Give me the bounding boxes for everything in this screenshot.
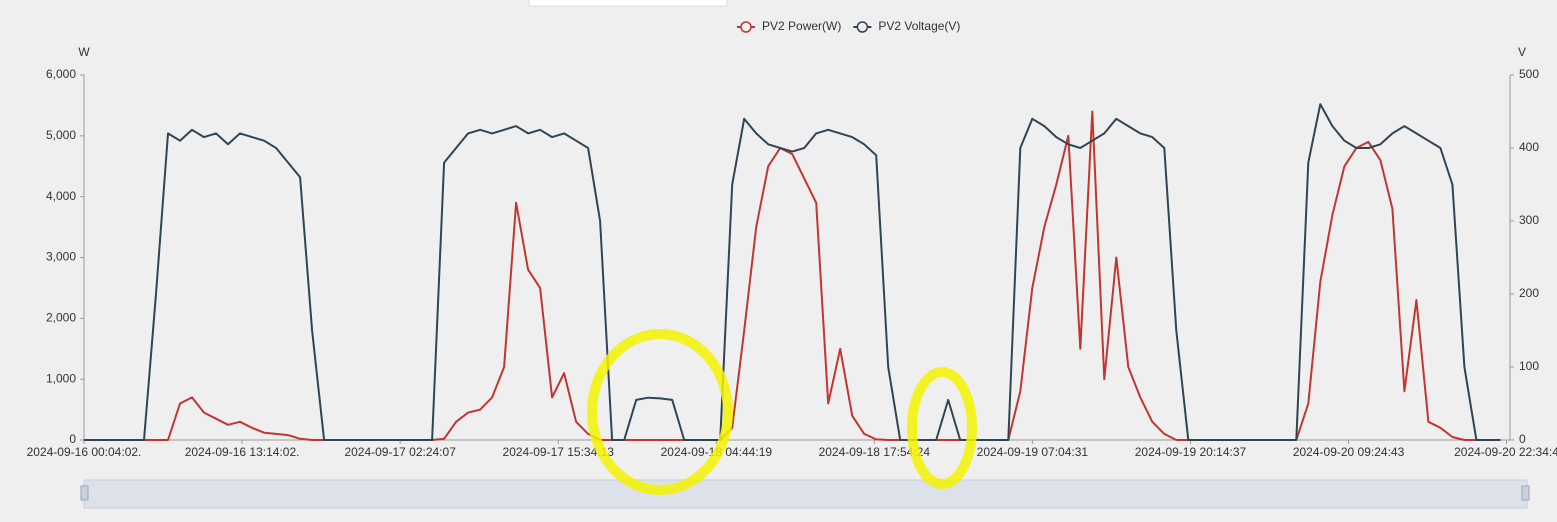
y-tick-label: 4,000 <box>46 189 76 203</box>
y2-tick-label: 100 <box>1519 359 1539 373</box>
x-tick-label: 2024-09-18 17:54:24 <box>819 445 931 459</box>
legend-label: PV2 Power(W) <box>762 19 841 33</box>
toolbar-box <box>528 0 728 7</box>
y-tick-label: 3,000 <box>46 250 76 264</box>
y2-tick-label: 200 <box>1519 286 1539 300</box>
legend-label: PV2 Voltage(V) <box>878 19 960 33</box>
x-tick-label: 2024-09-19 20:14:37 <box>1135 445 1247 459</box>
highlight-circle <box>907 367 977 489</box>
zoom-slider[interactable] <box>83 479 1528 509</box>
plot-area: 0 1,000 2,000 3,000 4,000 5,000 6,000 0 100 200 30… <box>27 67 1557 459</box>
y2-tick-label: 500 <box>1519 67 1539 81</box>
y2-tick-label: 0 <box>1519 432 1526 446</box>
y-axis-label: W <box>78 45 90 59</box>
x-tick-label: 2024-09-20 22:34:4 <box>1454 445 1557 459</box>
x-tick-label: 2024-09-17 15:34:13 <box>503 445 615 459</box>
x-tick-label: 2024-09-17 02:24:07 <box>344 445 456 459</box>
y-tick-label: 6,000 <box>46 67 76 81</box>
x-tick-label: 2024-09-19 07:04:31 <box>977 445 1089 459</box>
zoom-handle-left[interactable] <box>80 485 89 501</box>
legend-marker <box>740 21 752 33</box>
y-tick-label: 5,000 <box>46 128 76 142</box>
y2-tick-label: 300 <box>1519 213 1539 227</box>
y2-tick-label: 400 <box>1519 140 1539 154</box>
legend-item[interactable]: PV2 Power(W) <box>737 19 841 33</box>
y2-axis-label: V <box>1518 45 1526 59</box>
y-tick-label: 1,000 <box>46 371 76 385</box>
x-tick-label: 2024-09-16 13:14:02. <box>185 445 300 459</box>
x-tick-label: 2024-09-20 09:24:43 <box>1293 445 1405 459</box>
y-tick-label: 0 <box>69 432 76 446</box>
y-tick-label: 2,000 <box>46 311 76 325</box>
zoom-handle-right[interactable] <box>1521 485 1530 501</box>
x-tick-label: 2024-09-16 00:04:02. <box>27 445 142 459</box>
series-line <box>84 103 1501 441</box>
legend-marker <box>856 21 869 33</box>
highlight-circle <box>587 329 733 495</box>
legend-item[interactable]: PV2 Voltage(V) <box>853 19 960 33</box>
